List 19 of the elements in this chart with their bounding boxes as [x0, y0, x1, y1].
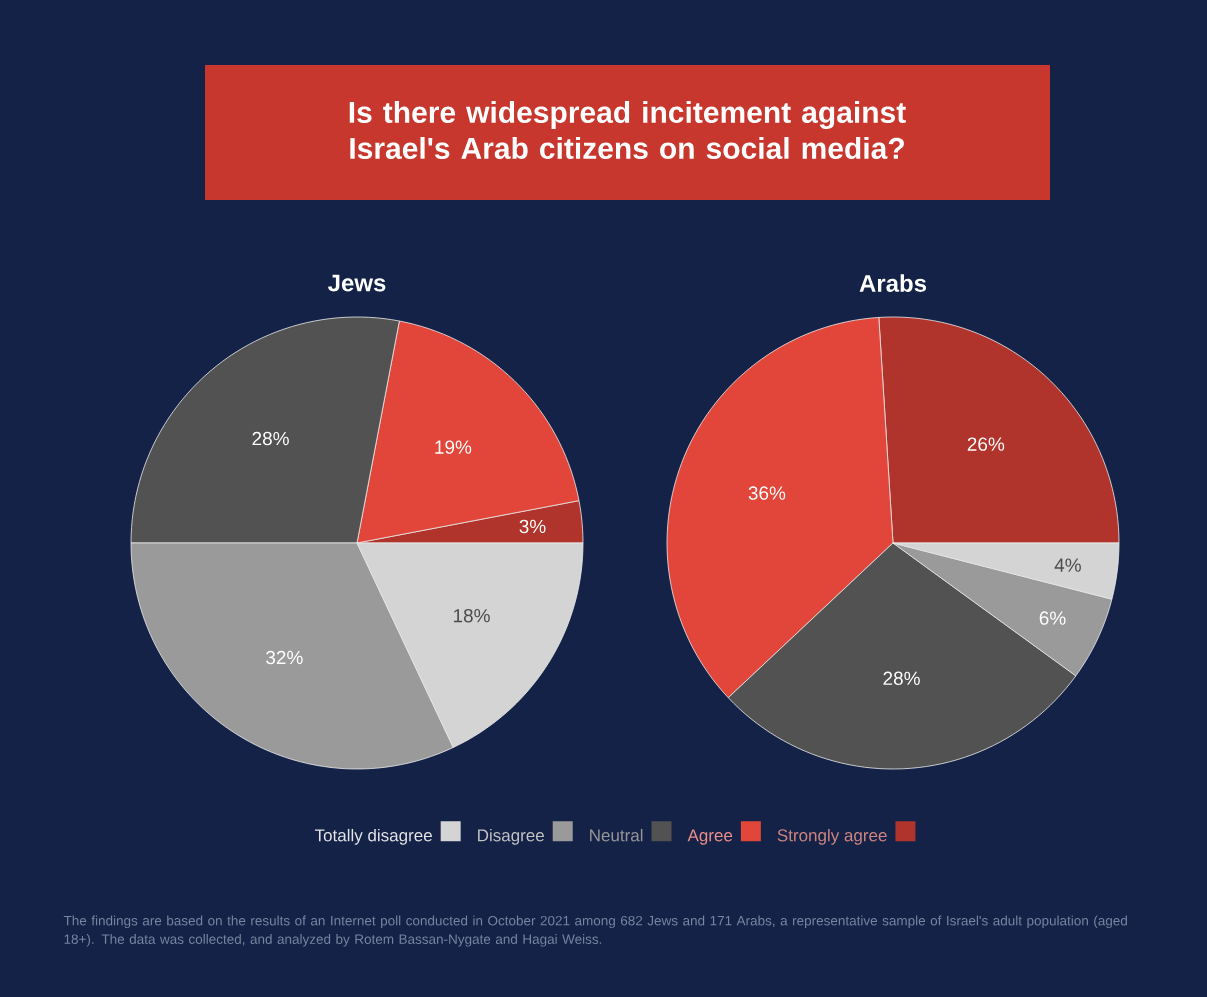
legend-label: Totally disagree: [314, 828, 432, 845]
data-label: 4%: [1054, 558, 1081, 572]
data-label: 19%: [435, 440, 472, 454]
legend-label: Neutral: [590, 828, 643, 842]
data-label: 3%: [519, 519, 546, 534]
text: Is there widespread incitement against Israel's Arab citizens on social media?: [349, 100, 906, 160]
text: The findings are based on the results of an Internet poll conducted in October 2021 among 682 Jews and 171 Arabs, a representative sample of Israel's adult population (aged 18+). The data was collected, and analyzed by Rotem Bassan-Nygate and Hagai Weiss.: [63, 915, 1127, 947]
data-label: 26%: [967, 437, 1005, 451]
data-label: 28%: [883, 671, 920, 686]
legend-label: Disagree: [478, 828, 544, 845]
data-label: 32%: [266, 650, 303, 665]
data-label: 28%: [252, 431, 289, 446]
data-label: 36%: [748, 486, 786, 500]
chart-title: Jews: [328, 274, 386, 292]
data-label: 18%: [453, 608, 490, 623]
legend-label: Strongly agree: [777, 828, 887, 845]
data-label: 6%: [1039, 611, 1066, 625]
chart-title: Arabs: [859, 274, 927, 292]
legend-label: Agree: [687, 829, 733, 845]
